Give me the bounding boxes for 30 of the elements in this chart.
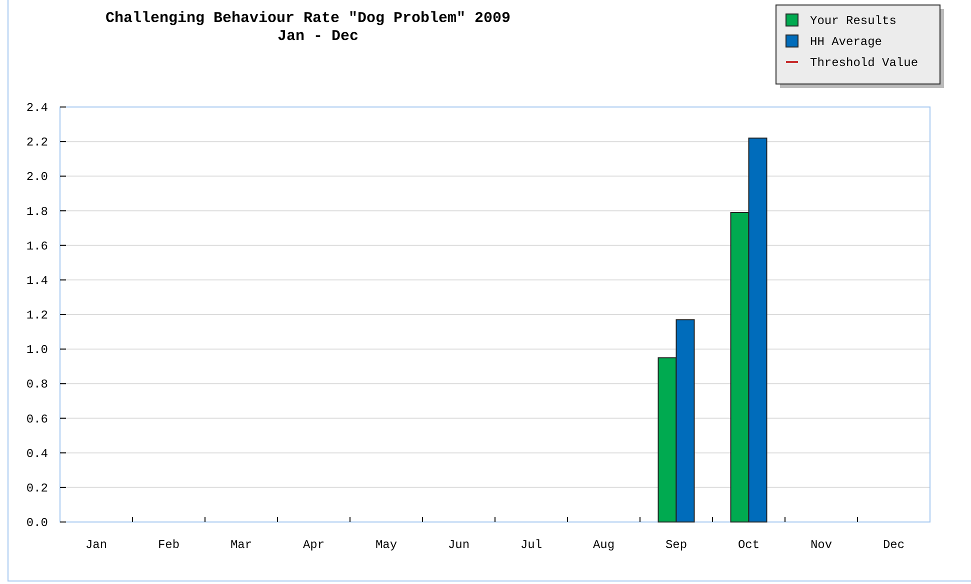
x-tick-label: May xyxy=(375,538,398,552)
x-tick-label: Aug xyxy=(592,538,615,552)
y-tick-label: 2.2 xyxy=(26,136,48,150)
legend-label: HH Average xyxy=(810,35,882,49)
x-tick-label: Feb xyxy=(158,538,180,552)
legend-label: Threshold Value xyxy=(810,56,918,70)
y-tick-label: 0.6 xyxy=(26,412,48,426)
x-tick-label: Jan xyxy=(85,538,108,552)
legend-label: Your Results xyxy=(810,14,896,28)
x-tick-label: Apr xyxy=(302,538,325,552)
x-tick-label: Dec xyxy=(882,538,905,552)
x-tick-label: Oct xyxy=(738,538,760,552)
x-tick-label: Mar xyxy=(230,538,252,552)
y-tick-label: 1.2 xyxy=(26,308,48,322)
y-tick-label: 0.8 xyxy=(26,378,48,392)
x-tick-label: Nov xyxy=(810,538,832,552)
y-tick-label: 1.6 xyxy=(26,239,48,254)
y-tick-label: 1.0 xyxy=(26,343,48,358)
x-tick-label: Sep xyxy=(665,538,688,552)
y-tick-label: 0.0 xyxy=(26,516,48,530)
x-tick-label: Jun xyxy=(448,538,470,552)
chart-subtitle: Jan - Dec xyxy=(277,28,359,45)
y-tick-label: 0.2 xyxy=(26,481,48,496)
y-tick-label: 2.0 xyxy=(26,170,48,184)
x-tick-label: Jul xyxy=(520,538,542,552)
y-tick-label: 1.4 xyxy=(26,274,48,288)
y-tick-label: 1.8 xyxy=(26,204,48,219)
y-tick-label: 0.4 xyxy=(26,446,48,461)
chart-title: Challenging Behaviour Rate "Dog Problem" 2009 xyxy=(105,10,511,27)
y-tick-label: 2.4 xyxy=(26,101,48,115)
